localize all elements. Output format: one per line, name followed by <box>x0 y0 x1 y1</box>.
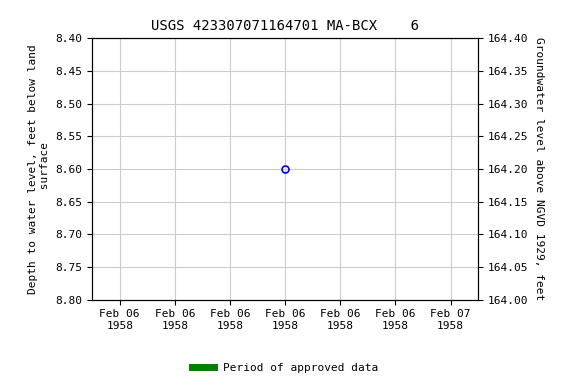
Title: USGS 423307071164701 MA-BCX    6: USGS 423307071164701 MA-BCX 6 <box>151 19 419 33</box>
Y-axis label: Groundwater level above NGVD 1929, feet: Groundwater level above NGVD 1929, feet <box>534 37 544 301</box>
Y-axis label: Depth to water level, feet below land
 surface: Depth to water level, feet below land su… <box>28 44 50 294</box>
Legend: Period of approved data: Period of approved data <box>188 359 382 377</box>
